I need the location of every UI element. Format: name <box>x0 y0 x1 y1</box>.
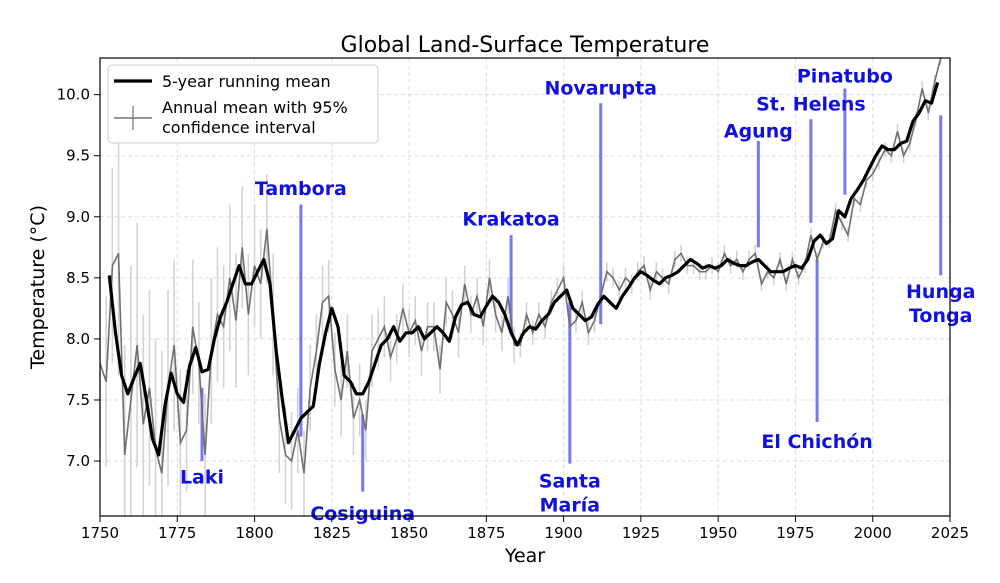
legend-box <box>107 64 379 144</box>
y-tick-label: 9.0 <box>66 208 90 226</box>
x-tick-label: 1750 <box>81 524 119 542</box>
volcano-label: Agung <box>724 120 793 142</box>
volcano-label: Cosiguina <box>310 503 415 525</box>
legend-label-running-mean: 5-year running mean <box>162 72 331 91</box>
legend: 5-year running mean Annual mean with 95%c… <box>107 64 379 144</box>
y-tick-label: 9.5 <box>66 147 90 165</box>
y-tick-label: 7.5 <box>66 391 90 409</box>
volcano-label: Krakatoa <box>462 208 559 230</box>
y-tick-label: 10.0 <box>57 86 90 104</box>
volcano-label: Novarupta <box>544 78 657 100</box>
legend-label-annual: Annual mean with 95% <box>162 98 348 117</box>
volcano-label: Tonga <box>909 305 972 327</box>
x-tick-label: 1900 <box>545 524 583 542</box>
volcano-label: Tambora <box>255 178 347 200</box>
volcano-label: St. Helens <box>756 94 866 116</box>
x-tick-label: 1825 <box>313 524 351 542</box>
y-tick-label: 8.0 <box>66 330 90 348</box>
x-tick-label: 1875 <box>467 524 505 542</box>
volcano-label: El Chichón <box>761 431 872 453</box>
plot-frame <box>99 57 951 517</box>
x-tick-label: 1775 <box>158 524 196 542</box>
x-tick-label: 1925 <box>622 524 660 542</box>
volcano-label: María <box>540 494 600 516</box>
running-mean-line <box>107 81 940 457</box>
chart-title: Global Land-Surface Temperature <box>341 33 710 58</box>
y-axis-label: Temperature (°C) <box>27 205 49 370</box>
x-tick-label: 1975 <box>776 524 814 542</box>
volcano-markers <box>200 88 943 492</box>
x-tick-label: 1950 <box>699 524 737 542</box>
volcano-label: Pinatubo <box>797 65 893 87</box>
axis-ticks: 1750 1775 1800 1825 1850 1875 1900 1925 1950 1975… <box>57 86 970 542</box>
x-axis-label: Year <box>504 545 545 567</box>
x-tick-label: 2000 <box>854 524 892 542</box>
x-tick-label: 1800 <box>235 524 273 542</box>
y-tick-label: 7.0 <box>66 452 90 470</box>
y-tick-label: 8.5 <box>66 269 90 287</box>
volcano-label: Santa <box>539 470 601 492</box>
volcano-label: Hunga <box>906 281 975 303</box>
x-tick-label: 2025 <box>931 524 969 542</box>
volcano-label: Laki <box>180 467 224 489</box>
x-tick-label: 1850 <box>390 524 428 542</box>
legend-label-annual: confidence interval <box>162 118 316 137</box>
series <box>100 58 942 474</box>
